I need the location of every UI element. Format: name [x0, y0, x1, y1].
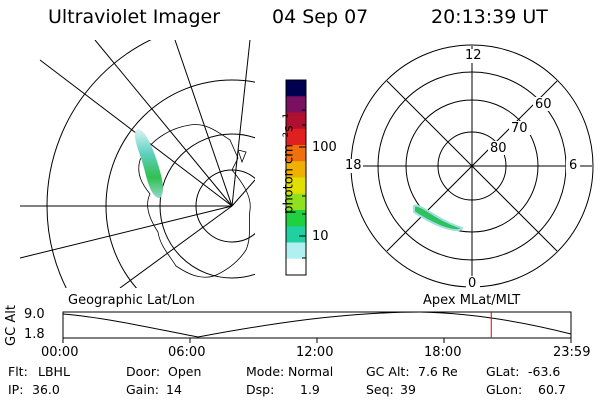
door-value: Open: [168, 364, 202, 379]
instrument-title: Ultraviolet Imager: [48, 6, 221, 28]
colorbar-segment: [286, 145, 306, 162]
altitude-xtick: 18:00: [424, 345, 462, 360]
flt-label: Flt:: [8, 364, 28, 379]
mlat-label-80: 80: [490, 141, 507, 156]
mode-value: Normal: [288, 364, 334, 379]
altitude-xtick: 00:00: [41, 345, 79, 360]
meridian: [20, 205, 233, 259]
colorbar-segment: [286, 161, 306, 178]
colorbar-tick-10: 10: [312, 229, 329, 244]
mlat-label-60: 60: [535, 97, 552, 112]
altitude-x-ticks: [62, 338, 572, 343]
gain-label: Gain:: [126, 382, 159, 397]
geographic-map: [20, 40, 255, 288]
label-bg: [343, 159, 363, 173]
colorbar-tick-100: 100: [312, 140, 337, 155]
colorbar-segment: [286, 193, 306, 211]
geographic-caption: Geographic Lat/Lon: [68, 293, 195, 308]
meridian: [94, 40, 233, 207]
gain-value: 14: [166, 382, 182, 397]
label-bg: [566, 159, 580, 173]
colorbar: [285, 79, 307, 276]
colorbar-segment: [286, 242, 306, 260]
altitude-strip: [62, 311, 572, 343]
altitude-xtick: 23:59: [553, 345, 591, 360]
flt-value: LBHL: [38, 364, 70, 379]
mlt-polar-plot: [350, 44, 594, 288]
meridian: [119, 205, 233, 288]
ip-label: IP:: [8, 382, 24, 397]
label-bg: [509, 121, 531, 135]
label-bg: [466, 276, 480, 290]
ip-value: 36.0: [32, 382, 60, 397]
colorbar-segment: [286, 226, 306, 243]
glon-value: 60.7: [538, 382, 566, 397]
mlt-label-0: 0: [468, 276, 477, 291]
door-label: Door:: [126, 364, 161, 379]
coastline: [138, 124, 251, 278]
meridian: [231, 40, 251, 207]
mlt-label-18: 18: [345, 158, 362, 173]
colorbar-ticks: [299, 109, 306, 259]
seq-value: 39: [400, 382, 416, 397]
colorbar-segment: [286, 96, 306, 113]
dsp-value: 1.9: [300, 382, 320, 397]
colorbar-segment: [286, 210, 306, 227]
altitude-xtick: 06:00: [168, 345, 206, 360]
altitude-curve: [62, 311, 572, 338]
altitude-xtick: 12:00: [296, 345, 334, 360]
seq-label: Seq:: [366, 382, 394, 397]
mode-label: Mode:: [246, 364, 285, 379]
glon-label: GLon:: [486, 382, 523, 397]
apex-caption: Apex MLat/MLT: [423, 293, 521, 308]
time-label: 20:13:39 UT: [431, 6, 548, 28]
altitude-ytick-top: 9.0: [24, 307, 45, 322]
mlt-line-diag-2: [386, 80, 558, 252]
colorbar-unit: photon cm⁻²s⁻¹: [281, 113, 297, 214]
meridian: [231, 179, 255, 207]
colorbar-segment: [286, 177, 306, 195]
aurora-emission-geographic: [134, 129, 163, 198]
aurora-emission-mlt: [413, 204, 464, 232]
label-bg: [488, 141, 510, 155]
label-bg: [533, 97, 555, 111]
label-bg: [463, 49, 481, 63]
date-label: 04 Sep 07: [272, 6, 369, 28]
colorbar-segment: [286, 112, 306, 130]
glat-value: -63.6: [528, 364, 561, 379]
colorbar-frame: [285, 79, 307, 276]
altitude-ytick-bottom: 1.8: [24, 327, 45, 342]
coastline-island: [237, 149, 247, 164]
gcalt-value: 7.6 Re: [418, 364, 458, 379]
meridian: [174, 40, 233, 207]
glat-label: GLat:: [486, 364, 520, 379]
colorbar-segment: [286, 80, 306, 97]
colorbar-segment: [286, 258, 306, 276]
mlat-label-70: 70: [511, 121, 528, 136]
altitude-axis-label: GC Alt: [3, 305, 19, 346]
mlt-label-12: 12: [465, 48, 482, 63]
gcalt-label: GC Alt:: [366, 364, 410, 379]
dsp-label: Dsp:: [246, 382, 275, 397]
mlt-label-6: 6: [569, 158, 578, 173]
colorbar-segment: [286, 128, 306, 146]
